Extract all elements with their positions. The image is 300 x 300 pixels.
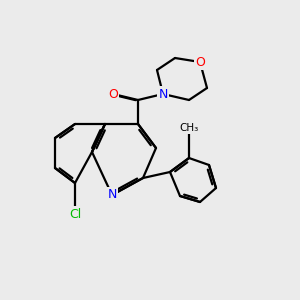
Text: Cl: Cl xyxy=(69,208,81,220)
Text: O: O xyxy=(108,88,118,100)
Text: N: N xyxy=(158,88,168,100)
Text: N: N xyxy=(107,188,117,202)
Text: CH₃: CH₃ xyxy=(179,123,199,133)
Text: O: O xyxy=(195,56,205,68)
